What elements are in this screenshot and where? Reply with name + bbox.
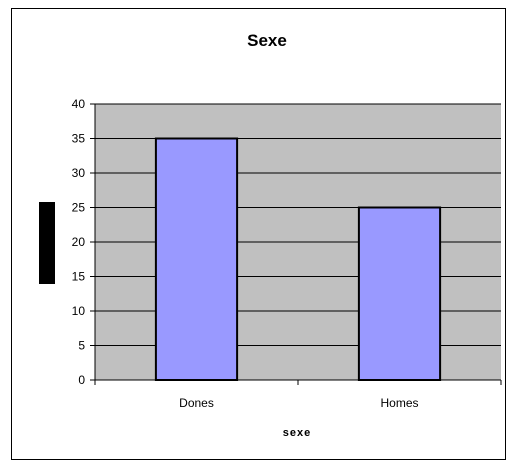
chart-title: Sexe (247, 31, 287, 50)
x-tick-label-dones: Dones (179, 396, 214, 410)
y-tick-label-30: 30 (72, 166, 86, 180)
y-tick-label-20: 20 (72, 235, 86, 249)
y-tick-label-10: 10 (72, 304, 86, 318)
x-tick-label-homes: Homes (380, 396, 418, 410)
x-axis-label: sexe (283, 427, 311, 439)
x-axis-ticks: Dones Homes (94, 380, 502, 410)
bars (154, 137, 442, 381)
y-tick-label-40: 40 (72, 97, 86, 111)
y-tick-label-5: 5 (78, 339, 85, 353)
y-tick-label-15: 15 (72, 270, 86, 284)
bar-dones (154, 137, 239, 381)
y-axis-label-box (39, 202, 55, 284)
y-tick-label-25: 25 (72, 201, 86, 215)
bar-homes (357, 206, 442, 381)
y-tick-label-0: 0 (78, 373, 85, 387)
y-tick-label-35: 35 (72, 132, 86, 146)
y-axis-ticks: 0 5 10 15 20 25 30 35 40 (72, 97, 95, 387)
